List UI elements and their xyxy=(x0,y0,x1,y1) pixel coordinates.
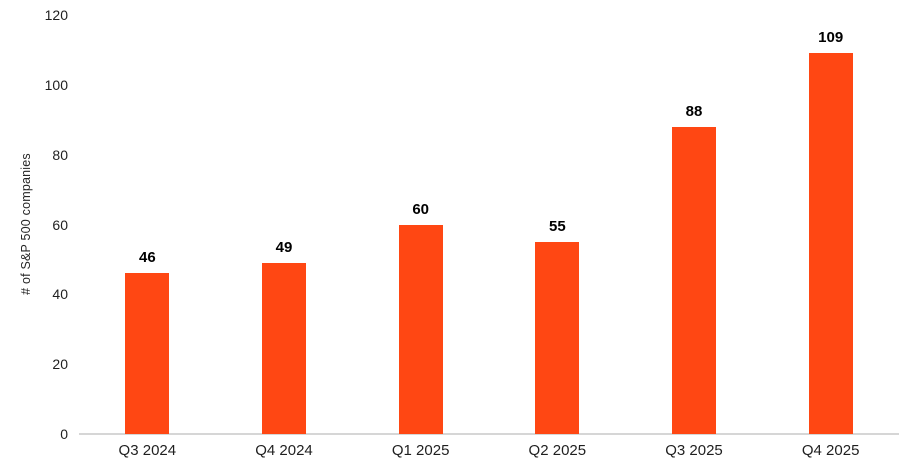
bar-value-label: 88 xyxy=(685,102,703,120)
bar xyxy=(808,53,853,434)
x-tick-label: Q3 2024 xyxy=(118,442,177,459)
x-tick-label: Q1 2025 xyxy=(391,442,450,459)
y-tick-label: 0 xyxy=(60,426,68,442)
bar-value-label: 49 xyxy=(275,238,293,256)
x-tick-label: Q4 2025 xyxy=(801,442,860,459)
x-tick-label: Q3 2025 xyxy=(665,442,723,459)
bar xyxy=(535,241,580,434)
y-tick-label: 80 xyxy=(52,146,68,163)
bar-value-label: 109 xyxy=(818,29,844,47)
bar xyxy=(672,126,716,434)
y-tick-label: 40 xyxy=(52,286,68,303)
bar xyxy=(262,262,306,434)
x-tick-label: Q2 2025 xyxy=(528,442,587,459)
y-tick-label: 20 xyxy=(52,356,68,373)
y-tick-label: 120 xyxy=(44,7,68,23)
bar-value-label: 46 xyxy=(138,249,156,267)
y-tick-label: 60 xyxy=(52,216,68,233)
bar xyxy=(398,224,443,434)
x-tick-label: Q4 2024 xyxy=(255,442,313,459)
bar-value-label: 60 xyxy=(412,200,429,218)
bar-value-label: 55 xyxy=(548,217,566,235)
y-tick-label: 100 xyxy=(44,76,68,93)
x-axis-line xyxy=(79,433,899,435)
bar xyxy=(125,273,170,434)
